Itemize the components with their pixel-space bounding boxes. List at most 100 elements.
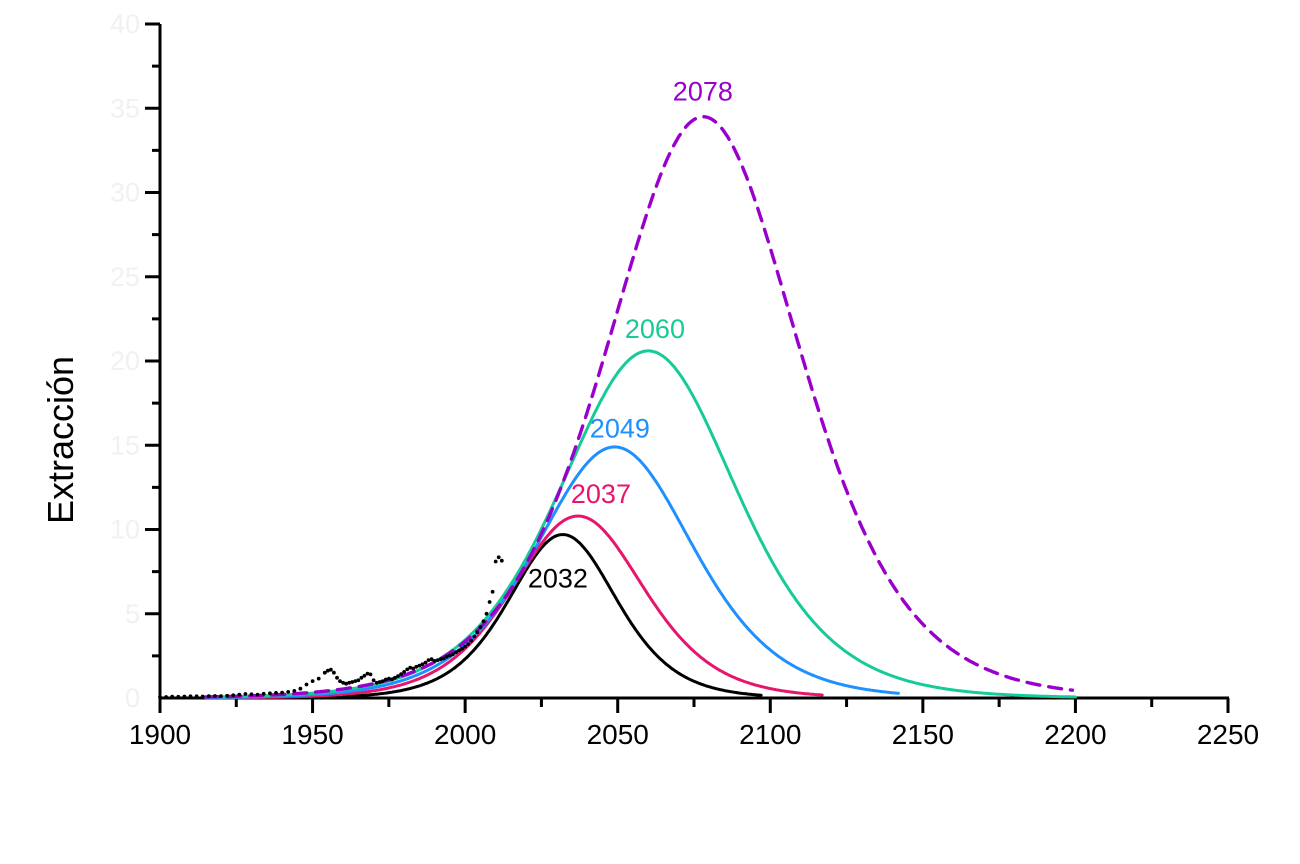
- model-curves: [204, 114, 1077, 700]
- extraction-chart: 40 35 30 25 20 15 10 5 0 1900 1950 2000 2050 2100 215…: [40, 9, 1259, 750]
- peak-label-2037: 2037: [571, 479, 631, 509]
- historical-data-point: [341, 680, 345, 685]
- historical-data-point: [356, 678, 361, 683]
- x-tick-label: 2000: [434, 719, 496, 750]
- historical-data-point: [353, 679, 358, 683]
- historical-data-point: [371, 678, 376, 683]
- historical-data-point: [426, 658, 431, 662]
- legend: R = 31 Mt R = 40 Mt R = 71,3 Mt R = 116 …: [0, 776, 1300, 864]
- axes: [158, 24, 1229, 700]
- historical-data-point: [472, 634, 477, 639]
- historical-data-point: [274, 691, 278, 695]
- historical-data-point: [463, 644, 467, 649]
- curve-r-71-3-mt: [204, 445, 900, 700]
- x-tick-label: 2200: [1044, 719, 1106, 750]
- historical-data-point: [448, 653, 452, 658]
- historical-data-point: [499, 558, 504, 563]
- historical-data-point: [451, 652, 455, 657]
- x-tick-label: 2050: [587, 719, 649, 750]
- x-tick-label: 1950: [281, 719, 343, 750]
- historical-data-point: [359, 675, 364, 680]
- historical-data-point: [206, 694, 211, 698]
- historical-data-point: [350, 680, 355, 684]
- historical-data-point: [457, 648, 461, 653]
- historical-data-point: [347, 680, 352, 685]
- historical-data-point: [420, 662, 425, 667]
- historical-data-point: [164, 695, 169, 699]
- historical-data-point: [380, 679, 385, 683]
- historical-data-point: [338, 679, 342, 683]
- historical-data-point: [344, 681, 348, 686]
- historical-data-point: [411, 666, 416, 671]
- historical-data-point: [316, 676, 321, 681]
- peak-year-annotations: 2032 2037 2049 2060 2078: [528, 76, 733, 593]
- ghost-y-tick-label: 15: [110, 430, 140, 460]
- historical-data-point: [441, 656, 446, 661]
- historical-data-point: [377, 680, 382, 684]
- historical-data-point: [484, 611, 489, 616]
- historical-data-point: [329, 667, 333, 672]
- historical-data-point: [402, 670, 406, 674]
- historical-data-point: [176, 694, 181, 699]
- historical-data-point: [213, 694, 217, 698]
- historical-data-point: [429, 657, 434, 662]
- historical-data-point: [194, 694, 199, 699]
- historical-data-point: [365, 671, 370, 676]
- historical-data-point: [417, 663, 422, 668]
- historical-data-point: [478, 625, 483, 630]
- peak-label-2078: 2078: [673, 76, 733, 106]
- y-axis-title: Extracción: [40, 356, 81, 524]
- historical-data-point: [231, 693, 236, 698]
- historical-data-point: [466, 642, 471, 646]
- historical-data-point: [200, 694, 205, 699]
- historical-data-point: [438, 657, 443, 662]
- x-tick-label: 2250: [1197, 719, 1259, 750]
- axis-ticks: [145, 22, 1230, 713]
- curve-r-31-mt: [204, 533, 763, 700]
- x-tick-label: 2100: [739, 719, 801, 750]
- historical-data-point: [292, 689, 297, 693]
- historical-data-point: [182, 694, 187, 699]
- ghost-y-tick-labels: 40 35 30 25 20 15 10 5 0: [110, 9, 140, 713]
- historical-data-point: [332, 670, 336, 675]
- historical-data-point: [405, 667, 410, 672]
- historical-data-point: [255, 692, 260, 697]
- ghost-y-tick-label: 0: [125, 683, 140, 713]
- historical-data-point: [383, 677, 388, 682]
- historical-data-point: [335, 675, 339, 680]
- historical-data-point: [475, 630, 480, 635]
- historical-data-point: [490, 589, 495, 594]
- historical-data-point: [368, 672, 373, 677]
- x-tick-label: 2150: [892, 719, 954, 750]
- x-tick-label: 1900: [129, 719, 191, 750]
- historical-data-point: [268, 691, 272, 696]
- historical-data-point: [393, 675, 397, 680]
- ghost-y-tick-label: 10: [110, 515, 140, 545]
- historical-data-point: [298, 686, 303, 691]
- ghost-y-tick-label: 30: [110, 178, 140, 208]
- historical-data-point: [310, 679, 315, 683]
- historical-data-point: [469, 638, 474, 643]
- ghost-y-tick-label: 5: [125, 599, 140, 629]
- historical-data-point: [158, 695, 162, 699]
- historical-data-point: [387, 676, 391, 681]
- historical-data-point: [435, 658, 440, 662]
- historical-data-point: [362, 673, 367, 678]
- historical-data-point: [188, 694, 193, 699]
- historical-data-point: [414, 664, 419, 669]
- historical-data-point: [432, 659, 437, 663]
- historical-data-point: [304, 682, 309, 687]
- historical-data-point: [399, 672, 403, 676]
- historical-data-point: [261, 691, 266, 696]
- ghost-y-tick-label: 20: [110, 346, 140, 376]
- historical-data-point: [322, 670, 327, 675]
- historical-data-point: [460, 646, 464, 651]
- historical-data-point: [390, 677, 394, 682]
- historical-data-point: [325, 668, 330, 673]
- historical-data-point: [396, 674, 400, 678]
- ghost-y-tick-label: 40: [110, 9, 140, 39]
- historical-production-dots: [158, 555, 504, 699]
- historical-data-point: [286, 690, 291, 694]
- historical-data-point: [243, 692, 248, 696]
